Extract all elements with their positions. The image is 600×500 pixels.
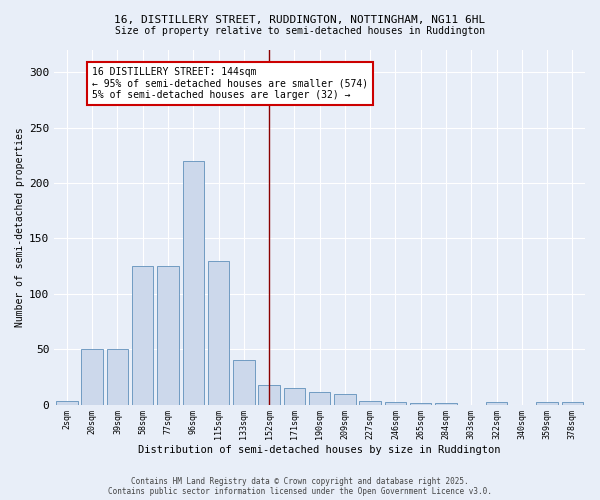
- Text: 16, DISTILLERY STREET, RUDDINGTON, NOTTINGHAM, NG11 6HL: 16, DISTILLERY STREET, RUDDINGTON, NOTTI…: [115, 15, 485, 25]
- Bar: [359, 402, 381, 404]
- Y-axis label: Number of semi-detached properties: Number of semi-detached properties: [15, 128, 25, 327]
- Bar: [562, 402, 583, 404]
- Bar: [486, 402, 507, 404]
- Bar: [385, 402, 406, 404]
- Bar: [334, 394, 356, 404]
- Text: Contains HM Land Registry data © Crown copyright and database right 2025.
Contai: Contains HM Land Registry data © Crown c…: [108, 476, 492, 496]
- Bar: [208, 260, 229, 404]
- Bar: [309, 392, 331, 404]
- Bar: [259, 384, 280, 404]
- Bar: [233, 360, 254, 405]
- Bar: [132, 266, 154, 404]
- Text: 16 DISTILLERY STREET: 144sqm
← 95% of semi-detached houses are smaller (574)
5% : 16 DISTILLERY STREET: 144sqm ← 95% of se…: [92, 66, 368, 100]
- Text: Size of property relative to semi-detached houses in Ruddington: Size of property relative to semi-detach…: [115, 26, 485, 36]
- Bar: [284, 388, 305, 404]
- Bar: [107, 349, 128, 405]
- Bar: [157, 266, 179, 404]
- Bar: [56, 402, 77, 404]
- Bar: [182, 161, 204, 404]
- X-axis label: Distribution of semi-detached houses by size in Ruddington: Distribution of semi-detached houses by …: [139, 445, 501, 455]
- Bar: [82, 349, 103, 405]
- Bar: [536, 402, 558, 404]
